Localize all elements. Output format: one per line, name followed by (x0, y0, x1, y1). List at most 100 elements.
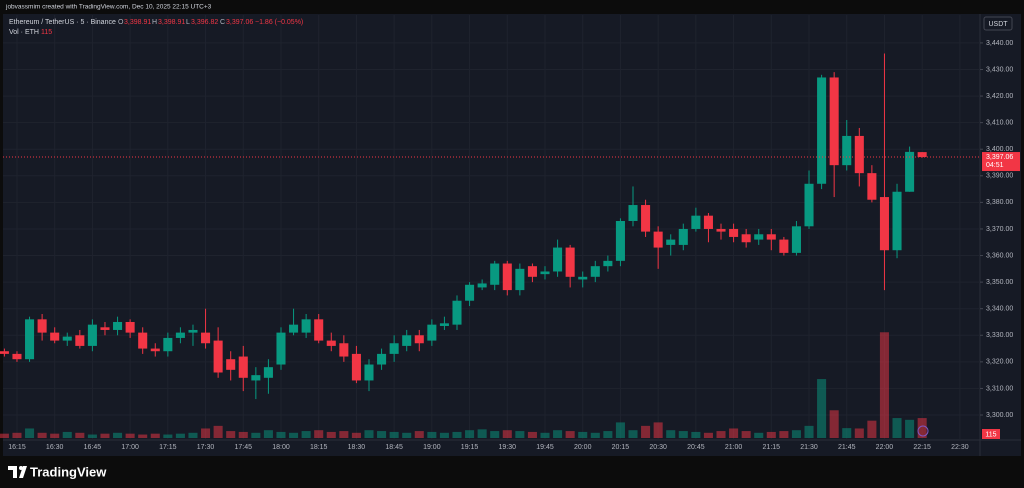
volume-bar (238, 431, 248, 438)
y-tick-label: 3,330.00 (986, 332, 1013, 339)
candle-body (678, 228, 688, 245)
volume-bar (905, 419, 915, 438)
volume-bar (678, 431, 688, 438)
volume-bar (854, 428, 864, 438)
y-tick-label: 3,400.00 (986, 146, 1013, 153)
candle-body (150, 348, 160, 352)
y-tick-label: 3,420.00 (986, 93, 1013, 100)
x-tick-label: 19:15 (461, 444, 479, 451)
volume-bar (326, 431, 336, 438)
volume-bar (263, 430, 273, 438)
candle-body (917, 152, 927, 158)
volume-bar (842, 428, 852, 438)
volume-pane (0, 332, 927, 438)
volume-bar (389, 431, 399, 438)
candle-body (603, 260, 613, 267)
candle-body (50, 332, 60, 341)
candle-body (477, 283, 487, 288)
y-tick-label: 3,380.00 (986, 199, 1013, 206)
volume-bar (314, 430, 324, 438)
y-tick-label: 3,300.00 (986, 412, 1013, 419)
candle-body (741, 234, 751, 243)
volume-bar (892, 418, 902, 438)
volume-bar (201, 428, 211, 438)
candle-body (125, 321, 135, 333)
candle-body (653, 231, 663, 248)
x-tick-label: 21:45 (838, 444, 856, 451)
candle-body (817, 77, 827, 184)
legend-o: O (118, 19, 124, 26)
volume-bar (87, 434, 97, 438)
candle-body (842, 135, 852, 166)
x-tick-label: 20:00 (574, 444, 592, 451)
volume-bar (628, 430, 638, 438)
candle-body (201, 332, 211, 344)
candle-body (502, 263, 512, 291)
volume-bar (615, 422, 625, 438)
candle-body (879, 197, 889, 251)
volume-bar (251, 432, 261, 438)
volume-bar (175, 433, 185, 438)
candle-body (226, 359, 236, 370)
currency[interactable]: USDT (988, 21, 1008, 28)
volume-bar (666, 430, 676, 438)
volume-bar (741, 431, 751, 438)
candle-body (716, 228, 726, 232)
candle-body (113, 321, 123, 330)
y-tick-label: 3,440.00 (986, 40, 1013, 47)
legend-c: C (220, 19, 225, 26)
x-tick-label: 16:30 (46, 444, 64, 451)
axes: 3,300.00 3,310.00 3,320.00 3,330.00 3,340.00… (8, 40, 1020, 451)
candle-body (12, 353, 22, 360)
candle-body (75, 335, 85, 346)
grid (3, 15, 980, 440)
y-tick-label: 3,310.00 (986, 385, 1013, 392)
candle-body (439, 323, 449, 326)
volume-bar (716, 431, 726, 438)
countdown: 04:51 (986, 162, 1004, 169)
x-tick-label: 18:45 (385, 444, 403, 451)
volume-bar (791, 430, 801, 438)
candle-body (351, 353, 361, 381)
x-tick-label: 20:45 (687, 444, 705, 451)
volume-bar (37, 432, 47, 438)
candle-body (389, 343, 399, 354)
legend-low: 3,396.82 (191, 19, 218, 26)
volume-bar (289, 432, 299, 438)
legend-l: L (186, 19, 190, 26)
y-tick-label: 3,340.00 (986, 306, 1013, 313)
candle-body (0, 351, 9, 354)
volume-bar (804, 425, 814, 438)
volume-bar (414, 431, 424, 438)
candle-body (188, 329, 198, 333)
candle-body (314, 319, 324, 341)
volume-bar (490, 431, 500, 438)
last-price-label: 3,397.06 (986, 154, 1013, 161)
volume-axis-label: 115 (985, 431, 996, 438)
y-tick-label: 3,350.00 (986, 279, 1013, 286)
replay-icon[interactable] (917, 425, 929, 437)
candle-body (867, 173, 877, 200)
volume-bar (100, 433, 110, 438)
volume-bar (301, 431, 311, 438)
candle-body (37, 319, 47, 333)
x-tick-label: 18:00 (272, 444, 290, 451)
candle-body (703, 215, 713, 229)
legend-high: 3,398.91 (158, 19, 185, 26)
volume-bar (364, 430, 374, 438)
currency-box[interactable] (983, 16, 1013, 31)
brand-logo-dot (19, 466, 23, 470)
x-tick-label: 19:30 (499, 444, 517, 451)
x-tick-label: 17:30 (197, 444, 215, 451)
volume-bar (578, 431, 588, 438)
y-tick-label: 3,390.00 (986, 173, 1013, 180)
footer-bar (0, 458, 1024, 488)
legend-h: H (152, 19, 157, 26)
candle-body (427, 324, 437, 341)
candle-body (414, 335, 424, 344)
volume-bar (465, 430, 475, 438)
volume-bar (515, 431, 525, 438)
candle-body (25, 319, 35, 360)
volume-bar (565, 431, 575, 438)
